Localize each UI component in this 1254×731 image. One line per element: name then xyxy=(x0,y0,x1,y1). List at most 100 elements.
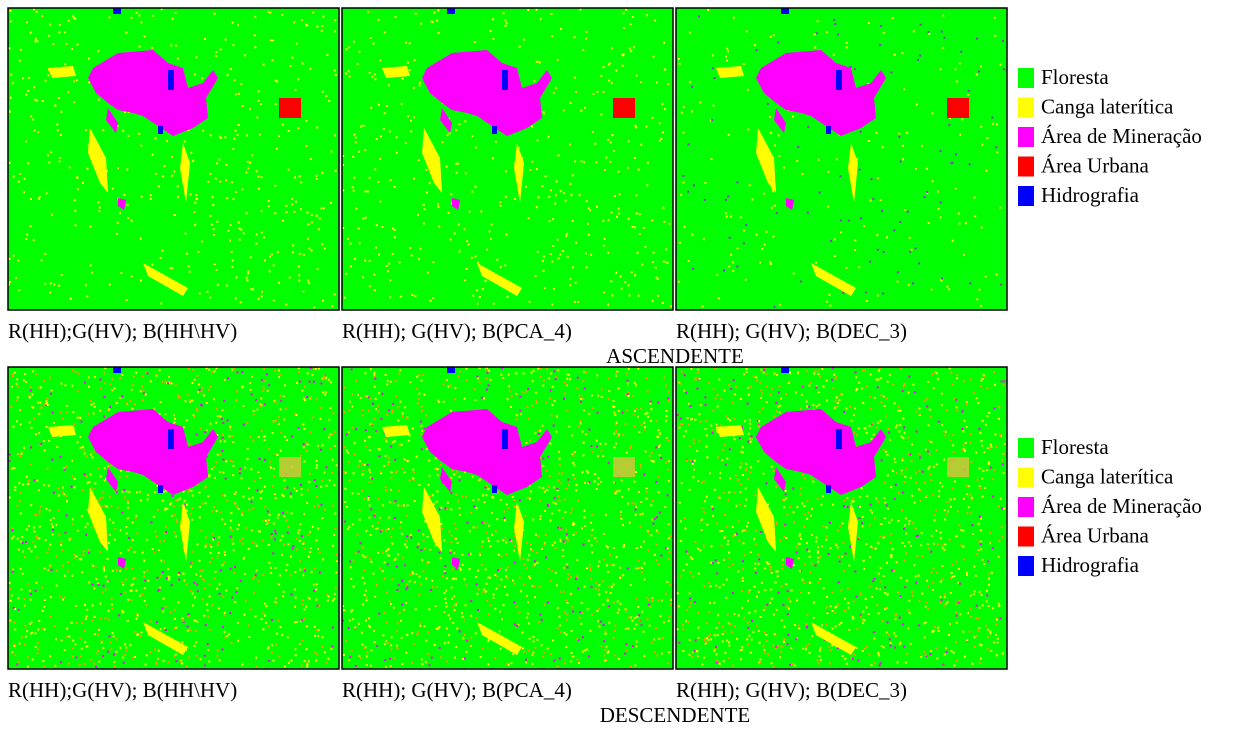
speckle xyxy=(511,395,513,397)
speckle xyxy=(73,554,75,556)
speckle xyxy=(670,599,672,601)
speckle xyxy=(930,441,932,443)
canga-area xyxy=(382,425,410,437)
speckle xyxy=(816,537,818,539)
speckle xyxy=(192,369,194,371)
speckle xyxy=(60,456,62,458)
speckle xyxy=(367,11,369,13)
speckle xyxy=(749,427,751,429)
speckle xyxy=(75,643,77,645)
speckle xyxy=(844,598,846,600)
speckle xyxy=(85,534,87,536)
speckle xyxy=(324,248,326,250)
speckle xyxy=(239,468,241,470)
speckle xyxy=(239,539,241,541)
speckle xyxy=(171,495,173,497)
speckle xyxy=(488,540,490,542)
speckle xyxy=(566,563,568,565)
speckle xyxy=(451,508,453,510)
speckle xyxy=(195,194,197,196)
speckle xyxy=(868,22,870,24)
speckle xyxy=(67,91,69,93)
speckle xyxy=(250,468,252,470)
speckle xyxy=(770,36,772,38)
speckle xyxy=(312,526,314,528)
speckle xyxy=(194,379,196,381)
speckle xyxy=(704,396,706,398)
speckle xyxy=(307,280,309,282)
speckle xyxy=(320,486,322,488)
speckle xyxy=(268,522,270,524)
speckle xyxy=(989,542,991,544)
speckle xyxy=(584,525,586,527)
speckle xyxy=(406,634,408,636)
speckle xyxy=(899,221,901,223)
speckle xyxy=(285,211,287,213)
speckle xyxy=(187,394,189,396)
speckle xyxy=(808,643,810,645)
speckle xyxy=(364,260,366,262)
speckle xyxy=(284,384,286,386)
speckle xyxy=(770,132,772,134)
speckle xyxy=(450,552,452,554)
speckle xyxy=(710,562,712,564)
speckle xyxy=(236,591,238,593)
speckle xyxy=(734,492,736,494)
speckle xyxy=(49,509,51,511)
speckle xyxy=(12,568,14,570)
speckle xyxy=(389,279,391,281)
speckle xyxy=(504,19,506,21)
speckle xyxy=(654,554,656,556)
speckle xyxy=(668,558,670,560)
speckle xyxy=(202,599,204,601)
speckle xyxy=(507,507,509,509)
speckle xyxy=(858,382,860,384)
speckle xyxy=(635,597,637,599)
speckle xyxy=(213,466,215,468)
speckle xyxy=(60,541,62,543)
speckle xyxy=(507,566,509,568)
speckle xyxy=(61,274,63,276)
speckle xyxy=(643,541,645,543)
speckle xyxy=(860,131,862,133)
speckle xyxy=(745,279,747,281)
speckle xyxy=(544,491,546,493)
speckle xyxy=(224,631,226,633)
speckle xyxy=(913,30,915,32)
speckle xyxy=(381,529,383,531)
speckle xyxy=(194,73,196,75)
speckle xyxy=(615,375,617,377)
speckle xyxy=(175,654,177,656)
speckle xyxy=(567,602,569,604)
speckle xyxy=(747,622,749,624)
speckle xyxy=(331,151,333,153)
speckle xyxy=(225,164,227,166)
speckle xyxy=(261,490,263,492)
speckle xyxy=(506,663,508,665)
speckle xyxy=(109,534,111,536)
speckle xyxy=(424,428,426,430)
speckle xyxy=(732,665,734,667)
speckle xyxy=(615,491,617,493)
speckle xyxy=(415,608,417,610)
speckle xyxy=(503,511,505,513)
speckle xyxy=(1001,507,1003,509)
speckle xyxy=(255,574,257,576)
speckle xyxy=(406,583,408,585)
speckle xyxy=(579,617,581,619)
speckle xyxy=(40,506,42,508)
speckle xyxy=(410,537,412,539)
speckle xyxy=(465,604,467,606)
speckle xyxy=(554,400,556,402)
speckle xyxy=(454,609,456,611)
speckle xyxy=(497,569,499,571)
speckle xyxy=(991,117,993,119)
speckle xyxy=(525,390,527,392)
speckle xyxy=(971,524,973,526)
speckle xyxy=(491,224,493,226)
speckle xyxy=(994,17,996,19)
speckle xyxy=(39,513,41,515)
speckle xyxy=(681,112,683,114)
speckle xyxy=(605,443,607,445)
speckle xyxy=(446,661,448,663)
